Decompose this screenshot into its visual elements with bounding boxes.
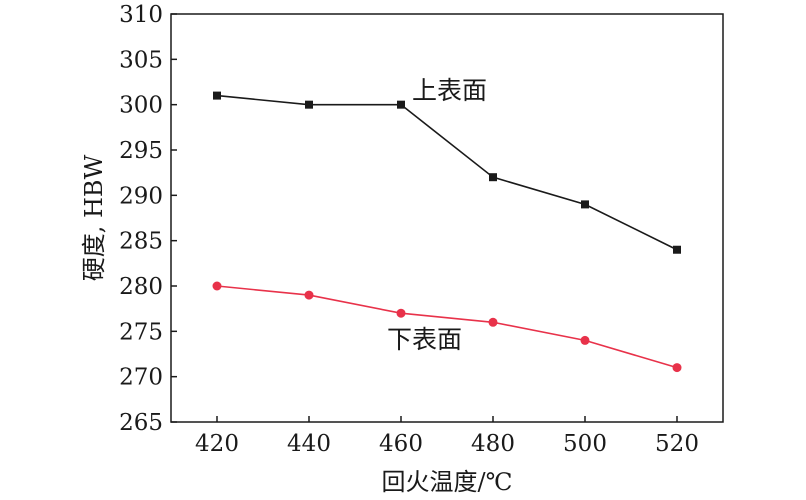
series-line-upper-surface: [216, 94, 678, 251]
series-layer: [212, 91, 682, 373]
y-axis: 265 270 275 280 285 290 295 300 305 310: [119, 2, 177, 436]
data-point-lower-surface: [304, 290, 314, 300]
series-line-lower-surface: [216, 285, 678, 369]
y-tick-label: 275: [119, 319, 163, 345]
y-tick-label: 265: [119, 410, 163, 436]
data-point-upper-surface: [673, 245, 681, 254]
y-axis-title: 硬度, HBW: [80, 154, 108, 281]
data-point-upper-surface: [397, 100, 405, 109]
x-tick-label: 480: [471, 431, 515, 457]
x-tick-label: 460: [379, 431, 423, 457]
data-point-lower-surface: [212, 281, 222, 291]
series-label-lower-surface: 下表面: [387, 325, 462, 354]
x-axis: 420 440 460 480 500 520: [195, 416, 699, 457]
data-point-lower-surface: [396, 308, 406, 318]
data-point-upper-surface: [305, 100, 313, 109]
x-tick-label: 420: [195, 431, 239, 457]
data-point-lower-surface: [488, 317, 498, 327]
series-label-upper-surface: 上表面: [412, 76, 487, 105]
y-tick-label: 310: [119, 2, 163, 28]
data-point-upper-surface: [489, 173, 497, 182]
plot-frame: [170, 13, 724, 423]
x-tick-label: 440: [287, 431, 331, 457]
y-tick-label: 300: [119, 93, 163, 119]
data-point-upper-surface: [213, 91, 221, 100]
y-tick-label: 295: [119, 138, 163, 164]
y-tick-label: 285: [119, 229, 163, 255]
y-tick-label: 305: [119, 47, 163, 73]
data-point-upper-surface: [581, 200, 589, 209]
x-tick-label: 500: [563, 431, 607, 457]
x-tick-label: 520: [655, 431, 699, 457]
y-tick-label: 290: [119, 183, 163, 209]
y-tick-label: 280: [119, 274, 163, 300]
y-tick-label: 270: [119, 365, 163, 391]
data-point-lower-surface: [580, 335, 590, 345]
data-point-lower-surface: [672, 363, 682, 373]
x-axis-title: 回火温度/℃: [382, 468, 513, 496]
